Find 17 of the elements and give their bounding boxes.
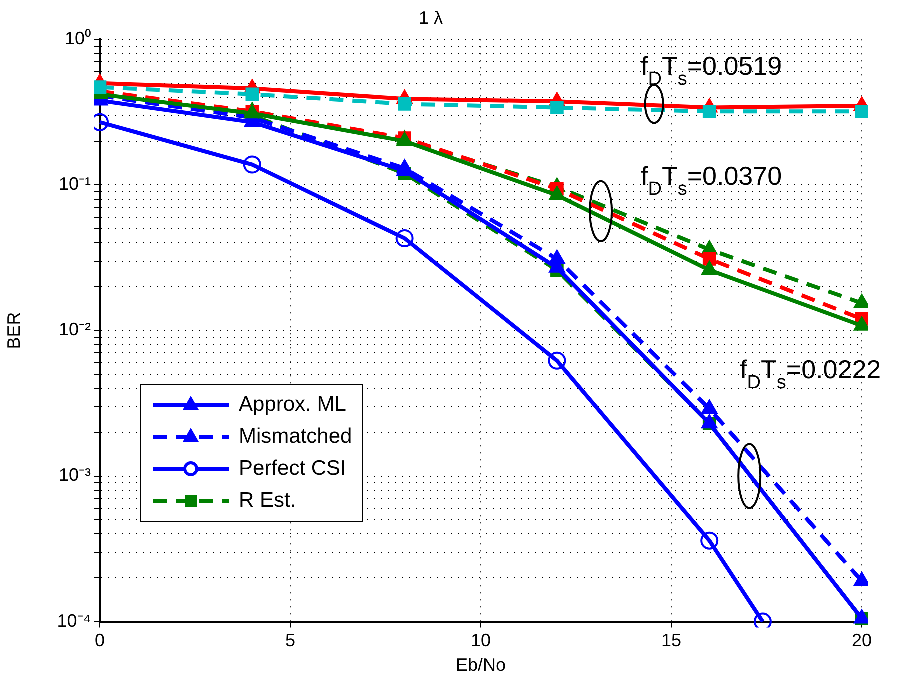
y-tick-label: 10⁻⁴ — [57, 610, 91, 631]
x-tick-label: 15 — [661, 630, 682, 651]
y-tick-label: 10⁻¹ — [58, 174, 92, 194]
y-tick-label: 10⁻³ — [58, 465, 92, 486]
legend-label: Approx. ML — [239, 393, 346, 417]
legend-label: Perfect CSI — [239, 457, 346, 481]
y-tick-label: 10⁰ — [64, 28, 91, 49]
x-axis-title: Eb/No — [456, 655, 506, 676]
x-tick-label: 5 — [285, 630, 296, 651]
chart-title: 1 λ — [418, 8, 444, 28]
y-axis-title: BER — [4, 312, 24, 350]
x-tick-label: 0 — [94, 630, 106, 651]
x-tick-label: 20 — [852, 630, 872, 651]
x-tick-label: 10 — [470, 630, 492, 651]
legend-label: Mismatched — [239, 425, 352, 449]
y-tick-label: 10⁻² — [58, 320, 92, 340]
legend-label: R Est. — [239, 489, 296, 513]
